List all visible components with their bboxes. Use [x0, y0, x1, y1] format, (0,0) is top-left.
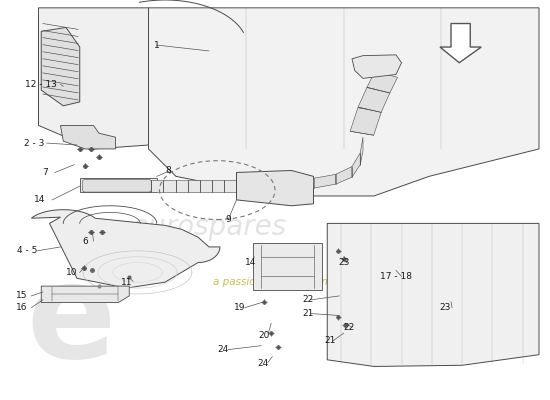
- Polygon shape: [31, 210, 220, 288]
- Polygon shape: [188, 180, 200, 192]
- Text: eurospares: eurospares: [131, 213, 287, 241]
- Text: e: e: [27, 258, 116, 385]
- Polygon shape: [253, 243, 322, 290]
- Polygon shape: [360, 137, 363, 165]
- Polygon shape: [236, 170, 314, 206]
- Text: 7: 7: [42, 168, 48, 177]
- Polygon shape: [352, 55, 402, 78]
- Polygon shape: [350, 108, 381, 135]
- Polygon shape: [367, 72, 398, 93]
- Text: 11: 11: [121, 278, 132, 287]
- Text: 21: 21: [324, 336, 336, 346]
- Polygon shape: [41, 28, 80, 106]
- Text: 14: 14: [34, 195, 45, 204]
- Text: 14: 14: [245, 258, 256, 267]
- Polygon shape: [358, 88, 390, 112]
- Text: 12 - 13: 12 - 13: [25, 80, 57, 89]
- Polygon shape: [440, 24, 481, 63]
- Polygon shape: [39, 8, 148, 149]
- Polygon shape: [336, 166, 352, 184]
- Text: 9: 9: [226, 215, 231, 224]
- Text: 10: 10: [66, 268, 77, 277]
- Text: 6: 6: [82, 236, 88, 246]
- Polygon shape: [80, 178, 157, 192]
- Text: 24: 24: [257, 359, 268, 368]
- Text: 20: 20: [258, 331, 270, 340]
- Polygon shape: [41, 286, 129, 302]
- Text: 22: 22: [302, 295, 313, 304]
- Text: 22: 22: [344, 323, 355, 332]
- Polygon shape: [175, 180, 188, 192]
- Polygon shape: [314, 174, 336, 188]
- Polygon shape: [163, 180, 175, 192]
- Text: 1: 1: [154, 40, 160, 50]
- FancyBboxPatch shape: [82, 180, 151, 192]
- Text: 21: 21: [302, 309, 313, 318]
- Text: 19: 19: [234, 303, 245, 312]
- Text: 4 - 5: 4 - 5: [17, 246, 38, 255]
- Text: 23: 23: [338, 258, 349, 267]
- Polygon shape: [352, 153, 360, 177]
- Text: 8: 8: [165, 166, 170, 175]
- Text: 16: 16: [16, 303, 28, 312]
- Text: 24: 24: [217, 345, 228, 354]
- Polygon shape: [148, 8, 539, 196]
- Text: 15: 15: [16, 292, 28, 300]
- Polygon shape: [212, 180, 224, 192]
- Text: 23: 23: [440, 303, 451, 312]
- Polygon shape: [327, 224, 539, 366]
- Text: 17 - 18: 17 - 18: [380, 272, 412, 281]
- Polygon shape: [200, 180, 212, 192]
- Text: a passion for parts since 1985: a passion for parts since 1985: [213, 277, 370, 287]
- Polygon shape: [60, 126, 116, 149]
- Polygon shape: [224, 180, 236, 192]
- Text: 2 - 3: 2 - 3: [24, 138, 45, 148]
- Polygon shape: [151, 180, 163, 192]
